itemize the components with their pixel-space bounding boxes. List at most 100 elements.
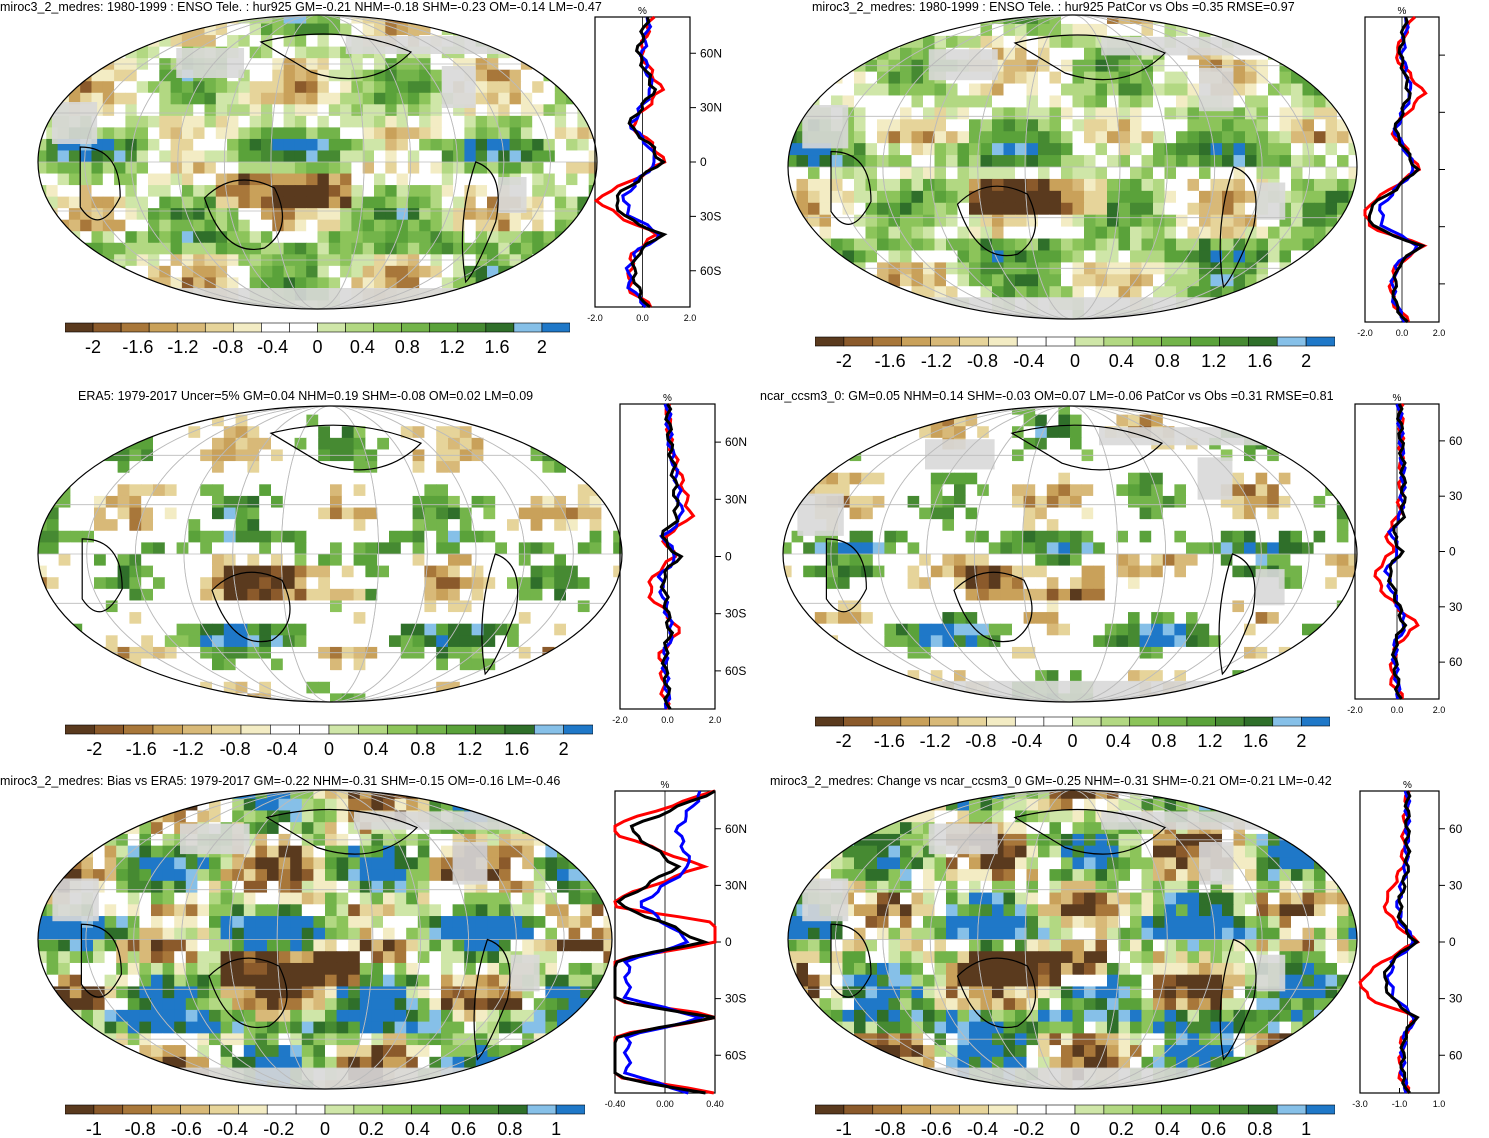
map-cell: [888, 95, 901, 108]
map-cell: [365, 693, 378, 702]
map-cell: [453, 127, 465, 140]
map-cell: [954, 426, 967, 439]
map-cell: [1162, 530, 1175, 543]
map-cell: [1164, 95, 1177, 108]
map-cell: [1268, 298, 1280, 311]
map-cell: [271, 484, 284, 497]
map-meridian: [232, 406, 428, 702]
map-cell: [1164, 131, 1177, 144]
map-cell: [328, 15, 341, 25]
map-cell: [877, 250, 889, 263]
map-cell: [992, 167, 1004, 180]
map-cell: [988, 472, 1001, 485]
map-cell: [46, 406, 60, 416]
map-cell: [566, 681, 579, 694]
map-cell: [223, 484, 237, 497]
map-cell: [204, 81, 217, 94]
map-cell: [988, 577, 1001, 590]
map-cell: [808, 155, 820, 168]
map-cell: [907, 565, 920, 578]
map-cell: [1302, 426, 1315, 439]
map-cell: [249, 277, 262, 290]
map-cell: [181, 185, 194, 198]
map-cell: [509, 162, 522, 175]
map-cell: [861, 414, 874, 427]
map-cell: [412, 612, 425, 625]
map-cell: [1104, 472, 1117, 485]
map-cell: [814, 406, 827, 416]
map-cell: [543, 81, 556, 94]
map-cell: [1290, 484, 1303, 497]
map-cell: [589, 623, 602, 636]
map-cell: [58, 530, 71, 543]
map-cell: [566, 658, 579, 671]
map-cell: [353, 507, 366, 520]
map-cell: [424, 554, 437, 567]
map-cell: [1291, 298, 1303, 311]
map-cell: [1232, 484, 1245, 497]
map-cell: [389, 414, 402, 427]
map-cell: [68, 173, 81, 186]
map-cell: [125, 173, 138, 186]
map-cell: [330, 658, 343, 671]
map-cell: [353, 426, 366, 439]
map-cell: [1220, 414, 1233, 427]
map-cell: [980, 178, 993, 192]
map-cell: [930, 426, 943, 439]
map-coastline: [79, 33, 499, 284]
map-cell: [249, 208, 262, 221]
map-cell: [141, 414, 154, 427]
map-cell: [1049, 107, 1062, 120]
map-cell: [877, 107, 889, 120]
map-cell: [164, 542, 178, 555]
map-cell: [453, 115, 465, 128]
map-cell: [80, 231, 92, 244]
map-cell: [1058, 612, 1071, 625]
map-cell: [407, 15, 420, 25]
map-cell: [306, 15, 318, 25]
map-cell: [1026, 250, 1039, 263]
map-cell: [1072, 15, 1085, 25]
map-cell: [341, 588, 355, 601]
map-cell: [977, 554, 990, 567]
map-cell: [980, 107, 993, 120]
map-cell: [159, 265, 172, 278]
map-cell: [888, 214, 901, 228]
map-cell: [1256, 23, 1269, 37]
map-cell: [601, 554, 614, 567]
map-cell: [1337, 226, 1349, 240]
map-cell: [148, 69, 160, 82]
map-cell: [1325, 472, 1338, 485]
map-cell: [294, 507, 307, 520]
map-cell: [1061, 119, 1073, 132]
map-cell: [1162, 600, 1175, 613]
map-cell: [318, 472, 331, 485]
map-cell: [520, 196, 533, 209]
map-cell: [487, 288, 499, 301]
map-cell: [330, 600, 343, 613]
map-coastline: [81, 424, 519, 676]
map-cell: [396, 138, 409, 151]
map-cell: [1093, 414, 1106, 427]
map-cell: [46, 196, 59, 209]
map-cell: [1337, 59, 1349, 73]
map-cell: [1118, 214, 1131, 228]
map-cell: [117, 635, 130, 648]
map-cell: [82, 437, 95, 450]
map-cell: [91, 277, 104, 290]
map-cell: [1256, 298, 1269, 311]
map-cell: [849, 495, 862, 509]
map-cell: [988, 588, 1001, 601]
map-cell: [1186, 519, 1199, 532]
map-cell: [791, 449, 804, 462]
map-cell: [1267, 472, 1280, 485]
map-cell: [351, 242, 364, 255]
map-cell: [1278, 507, 1291, 520]
map-cell: [554, 472, 567, 485]
map-cell: [475, 138, 488, 151]
map-cell: [934, 226, 947, 240]
map-cell: [803, 426, 816, 439]
map-cell: [341, 612, 355, 625]
map-cell: [1000, 565, 1013, 578]
map-cell: [542, 437, 555, 450]
